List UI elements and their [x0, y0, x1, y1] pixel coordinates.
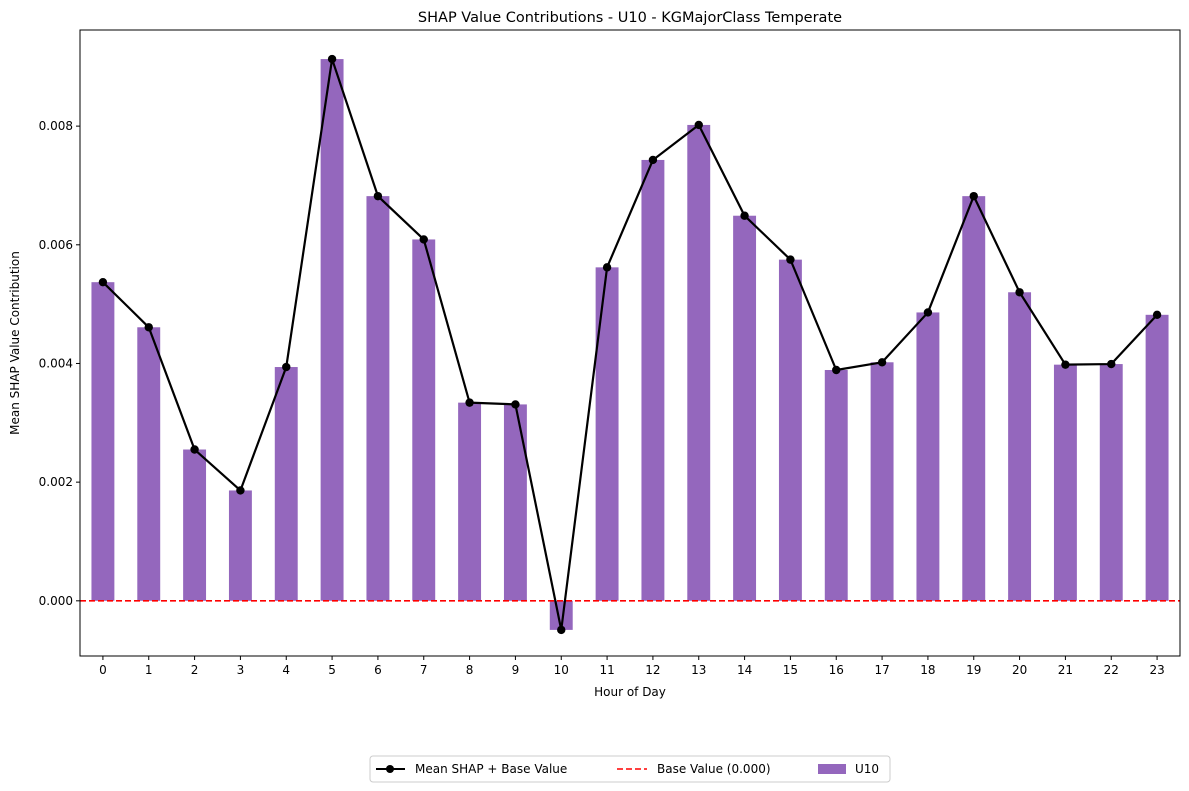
x-tick-label: 20 — [1012, 663, 1027, 677]
legend-label-mean-shap: Mean SHAP + Base Value — [415, 762, 567, 776]
x-tick-label: 2 — [191, 663, 199, 677]
bar-hour-14 — [733, 215, 757, 601]
y-axis: 0.000 0.002 0.004 0.006 0.008 — [39, 119, 80, 608]
mean-shap-point-hour-23 — [1152, 310, 1162, 320]
mean-shap-point-hour-8 — [465, 398, 474, 407]
mean-shap-point-hour-18 — [923, 308, 933, 317]
mean-shap-point-hour-2 — [190, 445, 199, 454]
bar-hour-2 — [183, 449, 207, 601]
x-tick-label: 19 — [966, 663, 981, 677]
x-tick-label: 5 — [328, 663, 336, 677]
bar-hour-16 — [824, 369, 848, 601]
y-tick-label: 0.006 — [39, 238, 73, 252]
mean-shap-point-hour-21 — [1061, 360, 1070, 369]
bar-hour-20 — [1008, 292, 1032, 601]
bar-hour-12 — [641, 159, 665, 601]
x-tick-label: 16 — [829, 663, 844, 677]
y-tick-label: 0.002 — [39, 475, 73, 489]
x-tick-label: 22 — [1104, 663, 1119, 677]
legend: Mean SHAP + Base Value Base Value (0.000… — [369, 755, 891, 783]
bar-hour-1 — [137, 327, 161, 601]
x-tick-label: 1 — [145, 663, 153, 677]
mean-shap-point-hour-15 — [786, 255, 795, 264]
legend-bar-swatch — [818, 764, 846, 774]
mean-shap-point-hour-22 — [1107, 359, 1116, 369]
legend-label-base-value: Base Value (0.000) — [657, 762, 771, 776]
x-tick-label: 8 — [466, 663, 474, 677]
bar-hour-18 — [916, 312, 940, 601]
bar-hour-19 — [962, 196, 986, 601]
mean-shap-point-hour-20 — [1015, 288, 1024, 297]
bar-hour-22 — [1099, 364, 1123, 601]
mean-shap-point-hour-10 — [557, 625, 566, 635]
y-tick-label: 0.000 — [39, 594, 73, 608]
x-tick-label: 7 — [420, 663, 428, 677]
bar-hour-8 — [458, 402, 482, 601]
mean-shap-point-hour-3 — [236, 486, 245, 495]
x-tick-label: 17 — [874, 663, 889, 677]
x-tick-label: 14 — [737, 663, 752, 677]
bar-hour-7 — [412, 239, 436, 601]
mean-shap-line — [102, 57, 1158, 631]
bars-layer — [91, 59, 1169, 630]
x-axis-title: Hour of Day — [594, 685, 666, 699]
mean-shap-point-hour-1 — [144, 323, 153, 332]
x-tick-label: 15 — [783, 663, 798, 677]
mean-shap-point-hour-5 — [327, 54, 337, 64]
x-tick-label: 0 — [99, 663, 107, 677]
y-tick-label: 0.004 — [39, 356, 73, 370]
legend-line-marker — [386, 765, 394, 773]
y-axis-title: Mean SHAP Value Contribution — [8, 251, 22, 435]
mean-shap-point-hour-12 — [648, 155, 658, 165]
bar-hour-11 — [595, 267, 619, 601]
x-tick-label: 10 — [554, 663, 569, 677]
bar-hour-13 — [687, 124, 711, 601]
mean-shap-point-hour-19 — [969, 191, 978, 201]
bar-hour-0 — [91, 282, 115, 601]
mean-shap-point-hour-6 — [373, 191, 383, 201]
x-tick-label: 11 — [599, 663, 614, 677]
bar-hour-9 — [503, 404, 527, 601]
mean-shap-point-hour-17 — [877, 358, 887, 367]
x-tick-label: 23 — [1149, 663, 1164, 677]
legend-label-u10: U10 — [855, 762, 879, 776]
y-tick-label: 0.008 — [39, 119, 73, 133]
mean-shap-point-hour-7 — [419, 235, 428, 244]
x-tick-label: 3 — [237, 663, 245, 677]
x-tick-label: 21 — [1058, 663, 1073, 677]
x-tick-label: 9 — [512, 663, 520, 677]
x-tick-label: 6 — [374, 663, 382, 677]
mean-shap-point-hour-11 — [602, 263, 612, 272]
x-tick-label: 4 — [282, 663, 290, 677]
x-tick-label: 18 — [920, 663, 935, 677]
bar-hour-10 — [549, 600, 573, 630]
mean-shap-point-hour-16 — [832, 365, 841, 375]
x-axis: 0 1 2 3 4 5 6 7 8 9 10 11 12 13 14 15 16 17 18 19 20 21 22 23 — [99, 656, 1165, 677]
mean-shap-point-hour-14 — [740, 211, 749, 220]
bar-hour-4 — [274, 367, 298, 601]
x-tick-label: 12 — [645, 663, 660, 677]
bar-hour-23 — [1145, 314, 1169, 601]
mean-shap-point-hour-9 — [511, 400, 520, 409]
bar-hour-21 — [1053, 364, 1077, 601]
chart-title: SHAP Value Contributions - U10 - KGMajor… — [418, 10, 842, 26]
bar-hour-3 — [228, 490, 252, 601]
plot-frame — [79, 29, 1181, 657]
line-layer — [98, 54, 1162, 635]
x-tick-label: 13 — [691, 663, 706, 677]
bar-hour-5 — [320, 59, 344, 601]
mean-shap-point-hour-0 — [98, 277, 108, 287]
bar-hour-6 — [366, 196, 390, 601]
bar-hour-17 — [870, 362, 894, 601]
mean-shap-point-hour-4 — [282, 362, 291, 372]
bar-hour-15 — [778, 259, 802, 601]
mean-shap-point-hour-13 — [694, 120, 703, 130]
